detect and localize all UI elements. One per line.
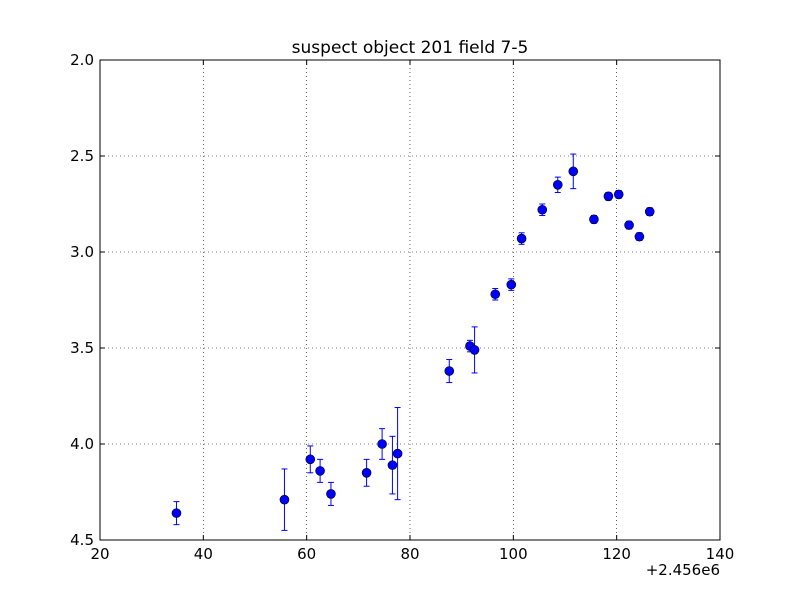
x-tick-label: 140: [706, 545, 735, 563]
data-point: [552, 180, 563, 190]
data-point: [444, 366, 455, 376]
y-tick-label: 3.5: [70, 339, 94, 357]
data-point: [326, 489, 336, 499]
data-points: [171, 166, 655, 518]
data-point: [490, 289, 501, 300]
x-axis-offset-label: +2.456e6: [646, 561, 720, 579]
x-tick-label: 120: [602, 545, 631, 563]
data-point: [315, 466, 325, 476]
data-point: [537, 204, 548, 215]
data-point: [392, 448, 403, 459]
data-point: [506, 279, 517, 290]
data-point: [361, 467, 372, 478]
data-point: [516, 233, 527, 244]
x-tick-label: 60: [297, 545, 316, 563]
data-point: [377, 439, 387, 449]
data-point: [171, 508, 182, 518]
data-point: [568, 166, 579, 177]
data-point: [387, 460, 398, 470]
y-tick-label: 4.5: [70, 531, 94, 549]
x-tick-label: 20: [90, 545, 109, 563]
data-point: [279, 494, 290, 505]
grid: [100, 60, 720, 540]
y-tick-label: 2.0: [70, 51, 94, 69]
y-tick-label: 4.0: [70, 435, 94, 453]
chart-title: suspect object 201 field 7-5: [292, 38, 529, 58]
y-tick-label: 3.0: [70, 243, 94, 261]
y-tick-label: 2.5: [70, 147, 94, 165]
data-point: [589, 214, 599, 225]
data-point: [634, 231, 645, 242]
x-tick-label: 80: [400, 545, 419, 563]
data-point: [624, 220, 634, 230]
data-point: [305, 454, 316, 465]
error-bars: [173, 153, 653, 531]
x-tick-label: 40: [194, 545, 213, 563]
data-point: [613, 189, 624, 200]
x-tick-label: 100: [499, 545, 528, 563]
data-point: [603, 191, 614, 202]
data-point: [644, 206, 655, 217]
data-point: [469, 345, 480, 355]
axis-ticks: 20 40 60 80 100 120 140 2.0 2.5 3.0 3.5 4.0 4.5: [70, 51, 734, 563]
